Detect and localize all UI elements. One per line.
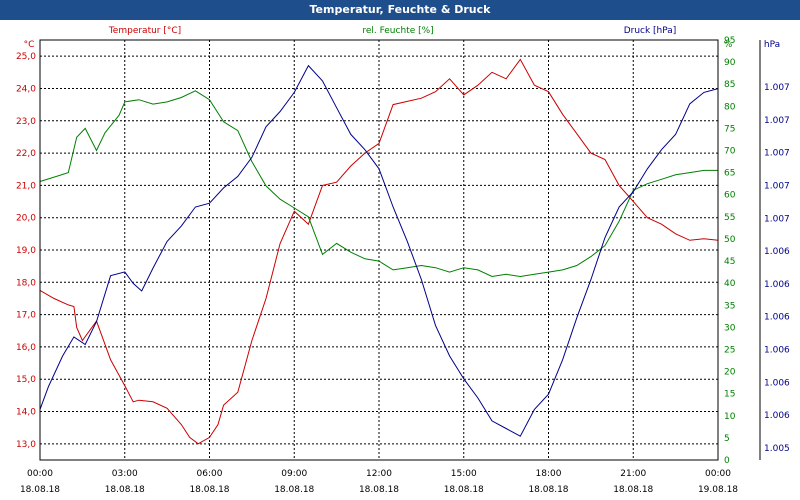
temperature-tick-label: 20,0 [16,214,36,224]
pressure-tick-label: 1.007 [764,116,790,126]
x-tick-date: 19.08.18 [698,485,738,495]
temperature-tick-label: 15,0 [16,375,36,385]
temperature-tick-label: 13,0 [16,440,36,450]
humidity-tick-label: 10 [724,412,736,422]
humidity-tick-label: 35 [724,301,735,311]
x-tick-time: 06:00 [197,469,223,479]
humidity-tick-label: 50 [724,235,736,245]
x-tick-date: 18.08.18 [359,485,399,495]
series-line-pressure [39,64,719,437]
grid [40,40,718,460]
humidity-tick-label: 65 [724,169,735,179]
temperature-tick-label: 16,0 [16,343,36,353]
humidity-tick-label: 0 [724,456,730,466]
temperature-tick-label: 21,0 [16,181,36,191]
pressure-tick-label: 1.005 [764,444,790,454]
humidity-tick-label: 40 [724,279,736,289]
pressure-tick-label: 1.006 [764,313,790,323]
pressure-tick-label: 1.006 [764,378,790,388]
pressure-tick-label: 1.006 [764,346,790,356]
window-title: Temperatur, Feuchte & Druck [0,0,800,20]
pressure-tick-label: 1.007 [764,149,790,159]
temperature-axis-unit: °C [24,40,35,50]
pressure-tick-label: 1.007 [764,181,790,191]
temperature-axis-label: Temperatur [°C] [108,26,181,36]
temperature-tick-label: 19,0 [16,246,36,256]
x-tick-time: 21:00 [620,469,646,479]
humidity-axis-label: rel. Feuchte [%] [362,26,433,36]
temperature-tick-label: 24,0 [16,84,36,94]
humidity-tick-label: 20 [724,368,736,378]
pressure-axis-label: Druck [hPa] [624,26,677,36]
humidity-tick-label: 45 [724,257,735,267]
tick-labels: 13,0 14,0 15,0 16,0 17,0 18,0 19,0 20,0 21,0 22,0… [16,36,790,495]
x-tick-time: 00:00 [27,469,53,479]
x-tick-date: 18.08.18 [613,485,653,495]
pressure-axis-unit: hPa [764,40,780,50]
x-tick-date: 18.08.18 [20,485,60,495]
series-line-humidity [39,90,718,278]
pressure-tick-label: 1.006 [764,411,790,421]
humidity-tick-label: 30 [724,323,736,333]
temperature-tick-label: 25,0 [16,52,36,62]
humidity-tick-label: 90 [724,58,736,68]
temperature-tick-label: 23,0 [16,117,36,127]
humidity-tick-label: 25 [724,345,735,355]
x-tick-time: 09:00 [281,469,307,479]
humidity-tick-label: 60 [724,191,736,201]
temperature-tick-label: 18,0 [16,278,36,288]
humidity-tick-label: 75 [724,124,735,134]
x-tick-time: 03:00 [112,469,138,479]
x-tick-time: 18:00 [536,469,562,479]
pressure-tick-label: 1.006 [764,247,790,257]
pressure-tick-label: 1.007 [764,83,790,93]
x-tick-date: 18.08.18 [189,485,229,495]
humidity-tick-label: 80 [724,102,736,112]
humidity-tick-label: 55 [724,213,735,223]
temperature-tick-label: 22,0 [16,149,36,159]
x-tick-time: 00:00 [705,469,731,479]
humidity-axis-unit: % [724,40,733,50]
x-tick-time: 15:00 [451,469,477,479]
temperature-tick-label: 14,0 [16,408,36,418]
series-line-temperature [39,58,719,445]
humidity-tick-label: 95 [724,36,735,46]
x-tick-date: 18.08.18 [274,485,314,495]
x-tick-date: 18.08.18 [444,485,484,495]
pressure-tick-label: 1.006 [764,280,790,290]
pressure-tick-label: 1.007 [764,214,790,224]
x-tick-date: 18.08.18 [105,485,145,495]
temperature-tick-label: 17,0 [16,311,36,321]
x-tick-time: 12:00 [366,469,392,479]
humidity-tick-label: 15 [724,390,735,400]
humidity-tick-label: 5 [724,434,730,444]
series-group [39,58,719,445]
humidity-tick-label: 85 [724,80,735,90]
humidity-tick-label: 70 [724,147,736,157]
plot-frame [39,39,719,461]
x-tick-date: 18.08.18 [528,485,568,495]
